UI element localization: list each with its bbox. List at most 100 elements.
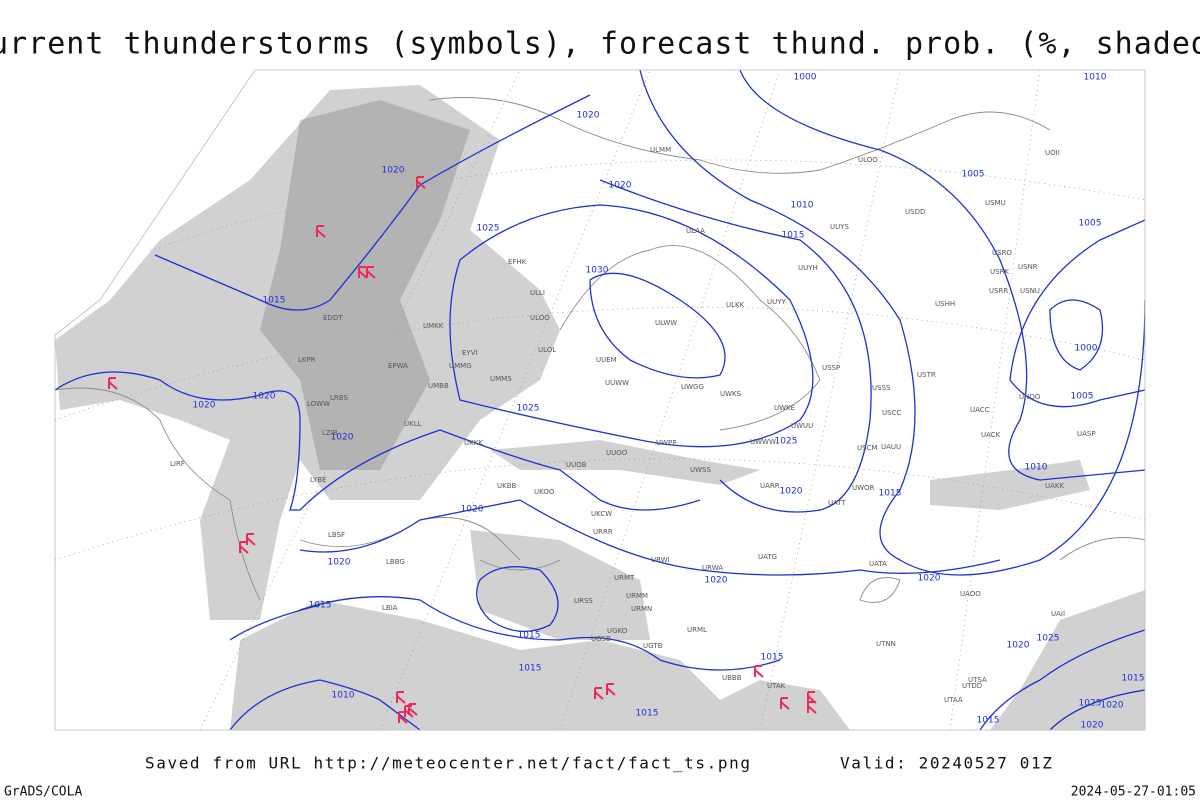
- station-label: UATG: [758, 553, 777, 561]
- storm-symbol: [239, 541, 249, 554]
- isobar-label: 1015: [1122, 674, 1145, 684]
- station-label: URMM: [626, 592, 648, 600]
- station-label: URRR: [593, 528, 613, 536]
- storm-symbol: [358, 266, 368, 279]
- station-label: EFHK: [508, 258, 527, 266]
- station-label: LOWW: [307, 400, 330, 408]
- isobar-label: 1025: [775, 437, 798, 447]
- valid-time: Valid: 20240527 01Z: [840, 754, 1053, 773]
- storm-symbol: [108, 377, 118, 390]
- station-label: UAII: [1051, 610, 1065, 618]
- station-label: UWSS: [690, 466, 711, 474]
- station-label: URWI: [651, 556, 670, 564]
- isobar-label: 1020: [609, 181, 632, 191]
- station-label: USNU: [1020, 287, 1040, 295]
- isobar-label: 1010: [1025, 463, 1048, 473]
- station-label: UUOO: [606, 449, 628, 457]
- station-label: USSP: [822, 364, 840, 372]
- station-label: UUEM: [596, 356, 617, 364]
- station-label: UGTB: [643, 642, 663, 650]
- isobar-label: 1020: [253, 392, 276, 402]
- station-label: UKBB: [497, 482, 517, 490]
- isobar-label: 1020: [1081, 721, 1104, 731]
- station-label: UNOO: [1019, 393, 1041, 401]
- isobar-label: 1010: [1084, 73, 1107, 83]
- station-label: UUWW: [605, 379, 629, 387]
- station-label: URMT: [614, 574, 635, 582]
- station-label: USNR: [1018, 263, 1038, 271]
- isobar-label: 1000: [1075, 344, 1098, 354]
- station-label: LYBE: [310, 476, 326, 484]
- isobar-label: 1005: [1071, 392, 1094, 402]
- station-label: ULOO: [530, 314, 550, 322]
- station-label: UMBB: [428, 382, 449, 390]
- storm-symbol: [246, 533, 256, 546]
- station-label: URML: [687, 626, 707, 634]
- isobar-label: 1020: [577, 111, 600, 121]
- station-label: UASP: [1077, 430, 1096, 438]
- isobar-label: 1020: [382, 166, 405, 176]
- station-label: USRR: [989, 287, 1008, 295]
- station-label: UWWW: [750, 438, 776, 446]
- station-label: UAOO: [960, 590, 981, 598]
- station-label: LZIB: [322, 429, 338, 437]
- station-label: UWUU: [791, 422, 813, 430]
- storm-symbol: [780, 697, 790, 710]
- isobar-label: 1020: [461, 505, 484, 515]
- storm-symbol: [316, 225, 326, 238]
- isobar-label: 1020: [331, 433, 354, 443]
- isobar-label: 1025: [517, 404, 540, 414]
- station-label: UUYS: [830, 223, 850, 231]
- station-label: UGSB: [591, 635, 611, 643]
- probability-shading: [55, 85, 1145, 730]
- station-label: ULOL: [538, 346, 556, 354]
- timestamp: 2024-05-27-01:05: [1071, 785, 1196, 800]
- title: Current thunderstorms (symbols), forecas…: [0, 27, 1200, 62]
- isobar-label: 1010: [791, 201, 814, 211]
- station-label: UTSA: [968, 676, 987, 684]
- isobar-label: 1030: [586, 266, 609, 276]
- station-label: UATT: [828, 499, 847, 507]
- isobar-label: 1020: [705, 576, 728, 586]
- station-label: UWKS: [720, 390, 742, 398]
- station-label: UTAA: [944, 696, 963, 704]
- station-label: UACK: [981, 431, 1001, 439]
- station-label: USTR: [917, 371, 936, 379]
- isobar-label: 1020: [1007, 641, 1030, 651]
- graticule: [55, 70, 1145, 730]
- station-label: USCC: [882, 409, 901, 417]
- storm-symbols: [108, 176, 817, 724]
- station-label: UUYY: [767, 298, 787, 306]
- station-label: URWA: [702, 564, 723, 572]
- station-label: UMMS: [490, 375, 512, 383]
- isobar-label: 1025: [1079, 699, 1102, 709]
- station-label: ULMM: [650, 146, 671, 154]
- station-label: LIRF: [170, 460, 185, 468]
- station-label: UUOB: [566, 461, 587, 469]
- station-label: UARR: [760, 482, 780, 490]
- isobar-label: 1015: [519, 664, 542, 674]
- station-label: ULOO: [858, 156, 878, 164]
- station-label: USSS: [872, 384, 891, 392]
- isobar-label: 1015: [263, 296, 286, 306]
- isobar-label: 1025: [477, 224, 500, 234]
- credit: GrADS/COLA: [4, 785, 82, 800]
- isobar-label: 1015: [761, 653, 784, 663]
- station-label: LBSF: [328, 531, 345, 539]
- station-label: URSS: [574, 597, 593, 605]
- isobar-label: 1015: [977, 716, 1000, 726]
- station-label: USCM: [857, 444, 878, 452]
- station-label: UKLL: [404, 420, 422, 428]
- station-label: USHH: [935, 300, 955, 308]
- map-frame: [54, 69, 1146, 731]
- storm-symbol: [754, 665, 764, 678]
- station-label: UGKO: [607, 627, 628, 635]
- station-label: UUYH: [798, 264, 818, 272]
- isobars: [55, 70, 1145, 730]
- station-label: UWOR: [852, 484, 875, 492]
- station-label: LKPR: [298, 356, 316, 364]
- storm-symbol: [396, 691, 406, 704]
- station-label: LRBS: [330, 394, 348, 402]
- station-label: URMN: [631, 605, 652, 613]
